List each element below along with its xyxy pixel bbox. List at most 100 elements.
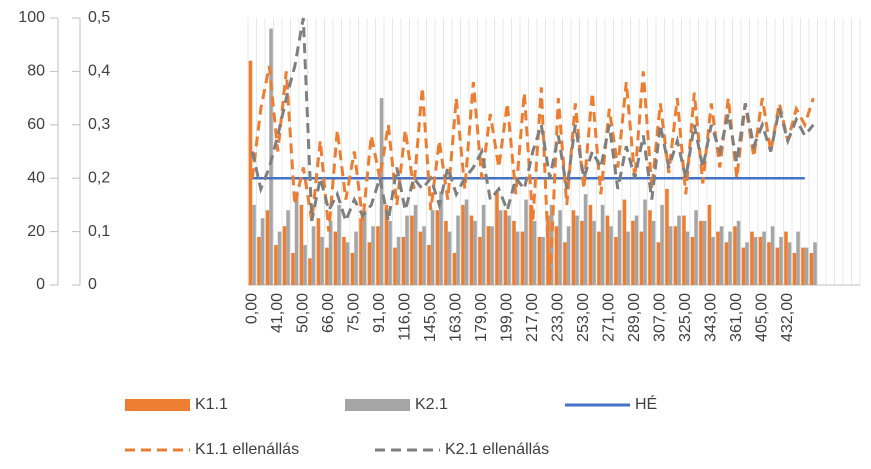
bar (464, 199, 469, 285)
y2-tick-label: 0,3 (88, 116, 110, 133)
bar (452, 252, 457, 285)
bar (320, 236, 324, 285)
bar (677, 215, 681, 285)
bar (418, 231, 423, 285)
legend-swatch (345, 399, 410, 411)
y-tick-label: 80 (27, 63, 45, 80)
x-tick-label: 307,00 (651, 293, 668, 342)
bar (592, 220, 596, 285)
x-tick-label: 217,00 (524, 293, 541, 342)
bar (524, 199, 528, 285)
y-tick-label: 60 (27, 116, 45, 133)
bar (376, 226, 380, 285)
bar (444, 220, 448, 285)
legend-label: K2.1 (415, 396, 448, 413)
bar (473, 220, 477, 285)
legend-label: K1.1 (195, 396, 228, 413)
y2-tick-label: 0,1 (88, 223, 110, 240)
bar (405, 215, 409, 285)
bar (597, 231, 601, 285)
bar (716, 231, 720, 285)
bar (643, 199, 647, 285)
bar (328, 220, 333, 285)
legend-label: K1.1 ellenállás (195, 441, 299, 458)
x-tick-label: 432,00 (779, 293, 796, 342)
bar (762, 231, 766, 285)
bar (257, 236, 261, 285)
bar (685, 231, 690, 285)
bar (707, 204, 712, 285)
bar (337, 204, 341, 285)
x-tick-label: 405,00 (753, 293, 770, 342)
bar (410, 215, 414, 285)
bar (532, 220, 537, 285)
bar (354, 231, 358, 285)
bar (325, 247, 329, 285)
bar (801, 247, 805, 285)
x-tick-label: 75,00 (345, 293, 362, 333)
bar (745, 242, 749, 285)
y-tick-label: 40 (27, 169, 45, 186)
bar (490, 226, 494, 285)
x-tick-label: 66,00 (320, 293, 337, 333)
bar (529, 204, 533, 285)
bar (699, 220, 703, 285)
x-tick-label: 253,00 (575, 293, 592, 342)
y2-tick-label: 0 (88, 276, 97, 293)
bar (600, 204, 605, 285)
bar (605, 215, 610, 285)
bar (609, 226, 613, 285)
bar (498, 210, 503, 285)
bar (286, 210, 290, 285)
line-series (250, 17, 815, 226)
bar (512, 220, 516, 285)
bar (515, 231, 520, 285)
x-tick-label: 325,00 (677, 293, 694, 342)
y-tick-label: 20 (27, 223, 45, 240)
bar (274, 244, 278, 285)
x-tick-label: 145,00 (422, 293, 439, 342)
bar (566, 226, 571, 285)
bar (342, 236, 346, 285)
bar (733, 226, 737, 285)
bar (303, 244, 307, 285)
x-tick-label: 41,00 (269, 293, 286, 333)
bar (668, 226, 673, 285)
bar (724, 242, 729, 285)
bar (588, 204, 593, 285)
bar (690, 236, 695, 285)
bar (656, 242, 661, 285)
legend-label: HÉ (635, 394, 657, 413)
bar (673, 226, 678, 285)
bar (617, 210, 622, 285)
bar (554, 226, 559, 285)
bar (503, 210, 508, 285)
bar (575, 215, 579, 285)
bar (486, 226, 491, 285)
bar (430, 210, 435, 285)
bar (614, 236, 618, 285)
bar (379, 98, 384, 285)
bar (626, 231, 630, 285)
x-tick-label: 91,00 (371, 293, 388, 333)
bar (422, 226, 426, 285)
bar (813, 242, 817, 285)
x-tick-label: 289,00 (626, 293, 643, 342)
bar (537, 236, 542, 285)
bar (631, 220, 635, 285)
bar (248, 60, 253, 285)
bar (481, 204, 486, 285)
legend-label: K2.1 ellenállás (445, 441, 549, 458)
x-tick-label: 163,00 (447, 293, 464, 342)
bar (711, 236, 715, 285)
bar (719, 226, 724, 285)
y2-tick-label: 0,5 (88, 9, 110, 26)
bar (736, 220, 741, 285)
bar (388, 220, 392, 285)
bar (252, 204, 256, 285)
y2-tick-label: 0,4 (88, 63, 110, 80)
bar (741, 247, 746, 285)
bar (469, 215, 474, 285)
x-tick-label: 50,00 (294, 293, 311, 333)
bar (265, 210, 270, 285)
